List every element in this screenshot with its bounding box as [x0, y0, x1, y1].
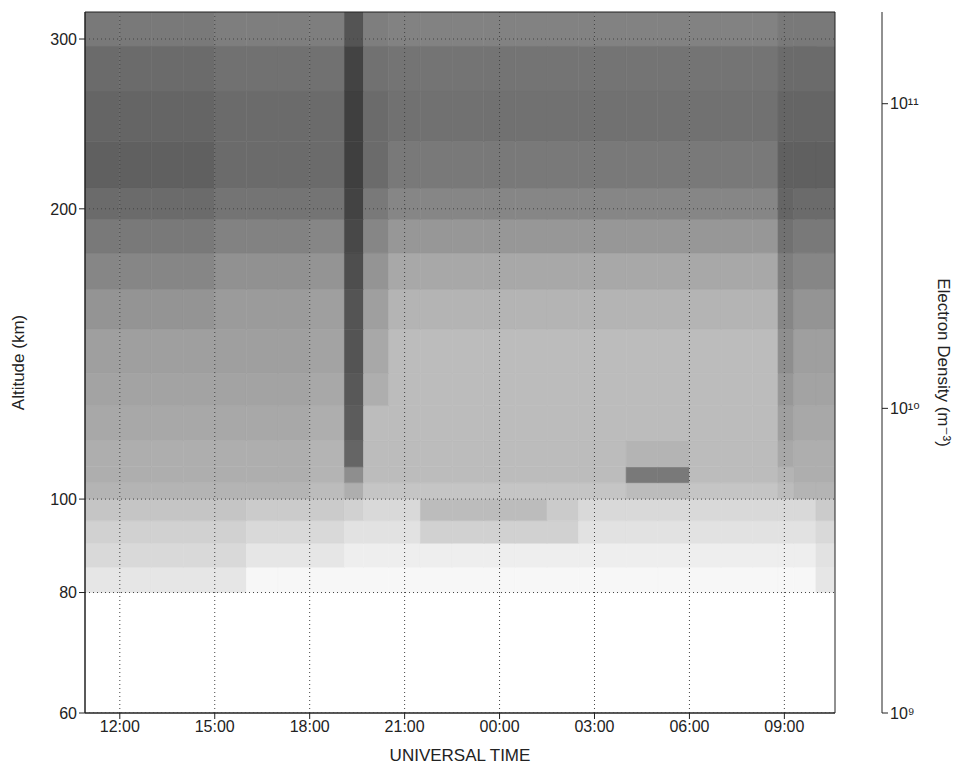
svg-text:100: 100 — [50, 491, 77, 508]
svg-text:10¹⁰: 10¹⁰ — [890, 400, 920, 417]
svg-text:00:00: 00:00 — [480, 718, 520, 735]
svg-text:03:00: 03:00 — [574, 718, 614, 735]
svg-text:200: 200 — [50, 201, 77, 218]
svg-text:10⁹: 10⁹ — [890, 705, 915, 722]
svg-text:Electron Density (m⁻³): Electron Density (m⁻³) — [934, 278, 953, 447]
svg-text:15:00: 15:00 — [195, 718, 235, 735]
svg-text:60: 60 — [59, 705, 77, 722]
svg-text:80: 80 — [59, 584, 77, 601]
svg-text:UNIVERSAL TIME: UNIVERSAL TIME — [390, 746, 531, 765]
svg-text:21:00: 21:00 — [385, 718, 425, 735]
svg-text:18:00: 18:00 — [290, 718, 330, 735]
svg-text:06:00: 06:00 — [669, 718, 709, 735]
svg-text:300: 300 — [50, 31, 77, 48]
svg-text:Altitude (km): Altitude (km) — [9, 315, 28, 410]
svg-text:12:00: 12:00 — [100, 718, 140, 735]
svg-text:10¹¹: 10¹¹ — [890, 95, 918, 112]
svg-text:09:00: 09:00 — [764, 718, 804, 735]
